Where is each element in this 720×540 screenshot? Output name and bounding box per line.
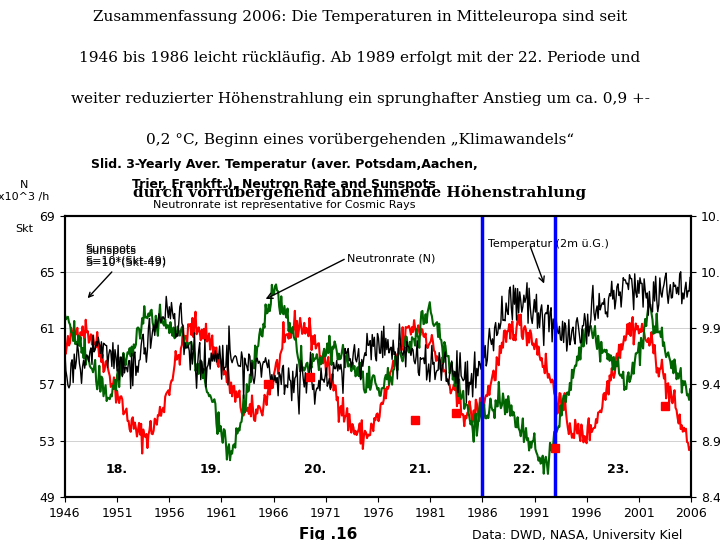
Text: Sunspots
S=10*(Skt-49): Sunspots S=10*(Skt-49) (86, 246, 167, 297)
Text: Neutronrate (N): Neutronrate (N) (347, 253, 435, 263)
Text: 18.: 18. (106, 463, 128, 476)
Text: Trier, Frankft.), Neutron Rate and Sunspots: Trier, Frankft.), Neutron Rate and Sunsp… (132, 178, 436, 191)
Text: 19.: 19. (200, 463, 222, 476)
Text: durch vorrübergehend abnehmende Höhenstrahlung: durch vorrübergehend abnehmende Höhenstr… (133, 185, 587, 200)
Text: N
x10^3 /h: N x10^3 /h (0, 180, 50, 202)
Text: 23.: 23. (607, 463, 629, 476)
Text: Neutronrate ist representative for Cosmic Rays: Neutronrate ist representative for Cosmi… (153, 200, 415, 211)
Text: Sunspots
S=10*(Skt-49): Sunspots S=10*(Skt-49) (86, 244, 167, 265)
Text: Fig .16: Fig .16 (299, 527, 357, 540)
Text: Temperatur (2m ü.G.): Temperatur (2m ü.G.) (487, 239, 608, 249)
Text: Skt: Skt (15, 225, 33, 234)
Text: weiter reduzierter Höhenstrahlung ein sprunghafter Anstieg um ca. 0,9 +-: weiter reduzierter Höhenstrahlung ein sp… (71, 92, 649, 106)
Text: 22.: 22. (513, 463, 535, 476)
Text: 0,2 °C, Beginn eines vorübergehenden „Klimawandels“: 0,2 °C, Beginn eines vorübergehenden „Kl… (146, 133, 574, 147)
Text: Slid. 3-Yearly Aver. Temperatur (aver. Potsdam,Aachen,: Slid. 3-Yearly Aver. Temperatur (aver. P… (91, 158, 477, 171)
Text: Zusammenfassung 2006: Die Temperaturen in Mitteleuropa sind seit: Zusammenfassung 2006: Die Temperaturen i… (93, 10, 627, 24)
Text: 20.: 20. (305, 463, 326, 476)
Text: Data: DWD, NASA, University Kiel: Data: DWD, NASA, University Kiel (472, 529, 683, 540)
Text: 1946 bis 1986 leicht rückläufig. Ab 1989 erfolgt mit der 22. Periode und: 1946 bis 1986 leicht rückläufig. Ab 1989… (79, 51, 641, 65)
Text: 21.: 21. (409, 463, 431, 476)
